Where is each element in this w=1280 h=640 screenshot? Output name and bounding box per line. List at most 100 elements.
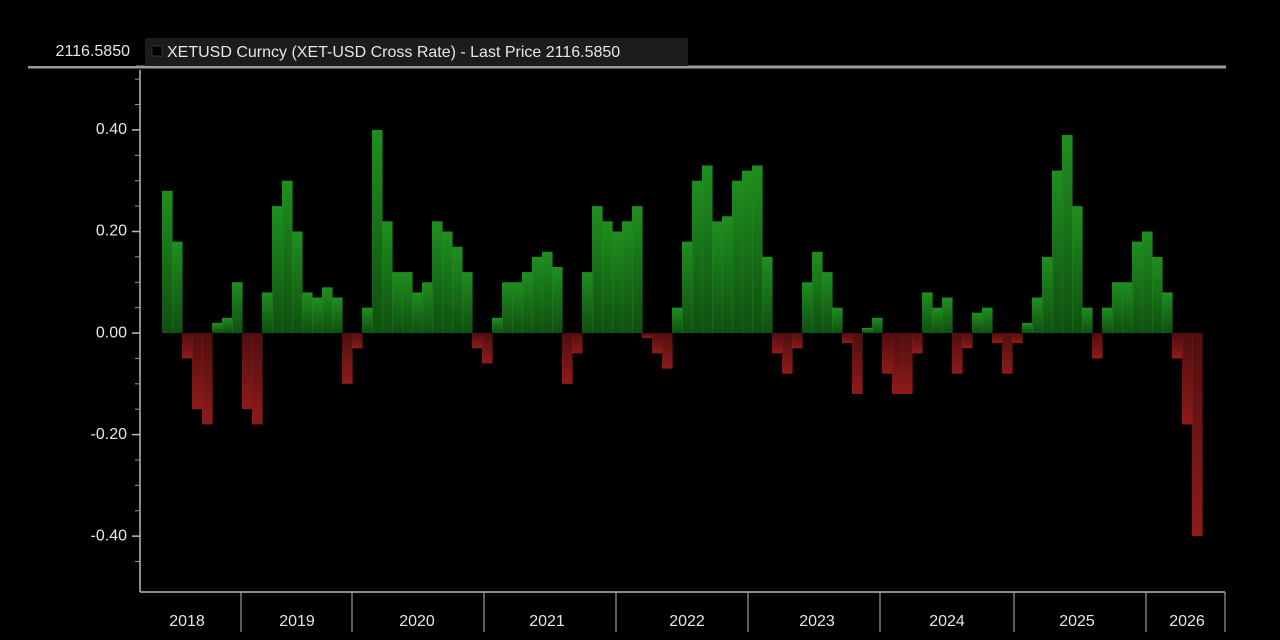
bar [402, 272, 413, 334]
bar [1002, 333, 1013, 374]
bar [1192, 333, 1203, 537]
y-tick-label: 0.40 [96, 121, 127, 138]
price-label-box [28, 38, 136, 66]
bar [162, 190, 173, 334]
x-tick-label: 2024 [929, 613, 965, 630]
bar [572, 333, 583, 354]
bar [232, 282, 243, 334]
bar [952, 333, 963, 374]
bar [1122, 282, 1133, 334]
bar [592, 206, 603, 334]
y-tick-label: -0.20 [91, 426, 128, 443]
bar [632, 206, 643, 334]
bar [642, 333, 653, 339]
bar [382, 221, 393, 334]
x-tick-label: 2020 [399, 613, 435, 630]
legend-text: XETUSD Curncy (XET-USD Cross Rate) - Las… [167, 44, 620, 61]
bar [692, 180, 703, 334]
bar [942, 297, 953, 334]
bar [822, 272, 833, 334]
bar [1152, 256, 1163, 334]
bar [1112, 282, 1123, 334]
bar [1032, 297, 1043, 334]
bar [682, 241, 693, 334]
price-label: 2116.5850 [56, 43, 131, 60]
bar [762, 256, 773, 334]
bar [502, 282, 513, 334]
bar [532, 256, 543, 334]
bar [282, 180, 293, 334]
bar [222, 317, 233, 334]
bar [1132, 241, 1143, 334]
bar [902, 333, 913, 394]
bar [752, 165, 763, 334]
y-tick-label: 0.20 [96, 223, 127, 240]
x-tick-label: 2022 [669, 613, 705, 630]
bar [712, 221, 723, 334]
bar [962, 333, 973, 349]
bar [882, 333, 893, 374]
bar [1142, 231, 1153, 334]
bar [192, 333, 203, 410]
bar [332, 297, 343, 334]
bar [392, 272, 403, 334]
bar [992, 333, 1003, 344]
bar [552, 267, 563, 334]
bar [352, 333, 363, 349]
x-tick-label: 2019 [279, 613, 315, 630]
bar [782, 333, 793, 374]
bar [362, 307, 373, 334]
bar [212, 322, 223, 334]
bar [932, 307, 943, 334]
bar [872, 317, 883, 334]
bar [612, 231, 623, 334]
bar [492, 317, 503, 334]
x-tick-label: 2026 [1169, 613, 1205, 630]
bar [372, 129, 383, 334]
bar [452, 246, 463, 334]
bar [462, 272, 473, 334]
bar [272, 206, 283, 334]
y-tick-label: 0.00 [96, 324, 127, 341]
bar [732, 180, 743, 334]
bar [672, 307, 683, 334]
x-tick-label: 2025 [1059, 613, 1095, 630]
bar [202, 333, 213, 425]
bar [262, 292, 273, 334]
bar [1092, 333, 1103, 359]
bar [1182, 333, 1193, 425]
bar [242, 333, 253, 410]
legend-swatch [151, 45, 163, 57]
bar [1042, 256, 1053, 334]
bar [482, 333, 493, 364]
bar [652, 333, 663, 354]
bar [172, 241, 183, 334]
bar [742, 170, 753, 334]
bar [1052, 170, 1063, 334]
bar [1082, 307, 1093, 334]
bar [1102, 307, 1113, 334]
bar [912, 333, 923, 354]
bar [472, 333, 483, 349]
bar [982, 307, 993, 334]
bar [1012, 333, 1023, 344]
bar [852, 333, 863, 394]
bar [522, 272, 533, 334]
bar [892, 333, 903, 394]
bar [582, 272, 593, 334]
bar [812, 251, 823, 334]
bar [862, 327, 873, 334]
bar [302, 292, 313, 334]
bar [562, 333, 573, 384]
bar [1072, 206, 1083, 334]
bar [1062, 135, 1073, 334]
bar [792, 333, 803, 349]
bar [182, 333, 193, 359]
bar [542, 251, 553, 334]
legend-box [145, 38, 688, 66]
y-tick-label: -0.40 [91, 527, 128, 544]
bar [252, 333, 263, 425]
bar [602, 221, 613, 334]
bar [422, 282, 433, 334]
